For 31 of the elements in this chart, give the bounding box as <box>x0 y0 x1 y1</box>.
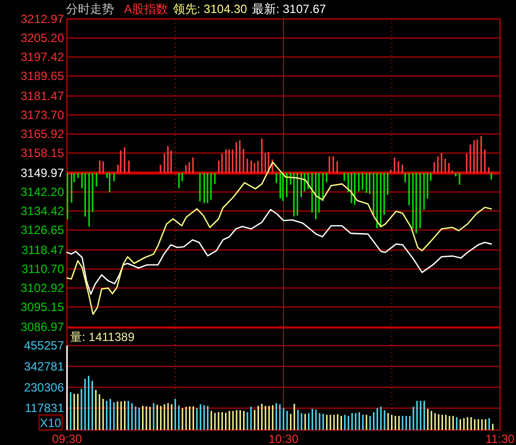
y-tick-label: 342781 <box>24 359 64 374</box>
y-tick-label: 3165.92 <box>20 127 64 142</box>
y-tick-label: 3118.47 <box>22 243 64 257</box>
text: 最新: 3107.67 <box>252 2 326 16</box>
y-tick-label: 3086.97 <box>20 320 64 334</box>
text: A股指数 <box>124 2 168 16</box>
x-tick-label: 11:30 <box>485 432 515 445</box>
chart-title: 分时走势 <box>66 2 114 16</box>
y-tick-label: 3205.20 <box>20 30 64 45</box>
y-tick-label: 3149.97 <box>20 166 64 180</box>
y-tick-label: 117831 <box>24 401 64 416</box>
text: 领先: 3104.30 <box>173 2 248 16</box>
y-tick-label: 3134.42 <box>20 204 64 218</box>
y-tick-label: 3110.70 <box>22 262 64 276</box>
line-series <box>66 208 492 295</box>
y-tick-label: 3158.15 <box>20 146 64 160</box>
y-tick-label: 3126.65 <box>20 223 64 238</box>
y-tick-label: 3142.20 <box>20 184 64 199</box>
y-tick-label: 3197.42 <box>20 50 64 64</box>
chart-title: 量: 1411389 <box>70 330 135 344</box>
y-tick-label: 3189.65 <box>20 69 64 84</box>
y-tick-label: 3181.47 <box>20 89 64 103</box>
y-tick-label: 3212.97 <box>20 12 64 26</box>
x-tick-label: 09:30 <box>52 432 82 445</box>
y-tick-label: 3095.15 <box>20 300 64 314</box>
y-tick-label: 3102.92 <box>20 281 64 296</box>
line-series <box>66 162 492 315</box>
y-tick-label: 3173.70 <box>20 108 64 122</box>
y-tick-label: 230306 <box>24 380 64 394</box>
y-tick-label: 455257 <box>24 338 64 353</box>
x-tick-label: 10:30 <box>268 432 299 445</box>
